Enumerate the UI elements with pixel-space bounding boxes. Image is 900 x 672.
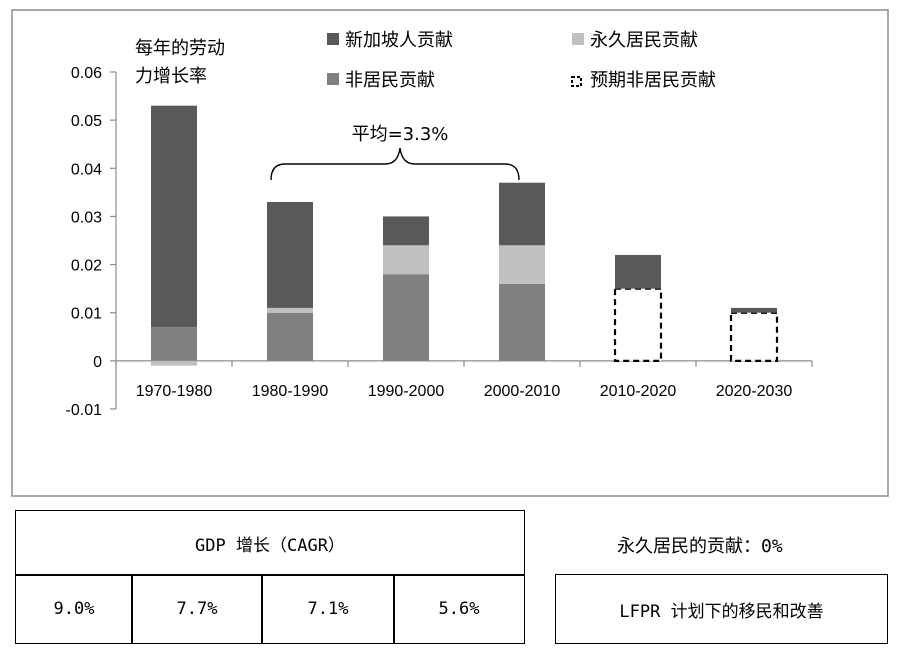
y-tick-label: 0.05 (71, 113, 102, 130)
x-axis: 1970-1980 1980-1990 1990-2000 2000-2010 2010… (115, 360, 813, 400)
x-tick-label: 1980-1990 (252, 383, 329, 400)
bar-singaporean (383, 216, 429, 246)
legend: 新加坡人贡献 永久居民贡献 非居民贡献 预期非居民贡献 (327, 30, 716, 91)
legend-label-non-resident: 非居民贡献 (345, 70, 435, 91)
legend-swatch-permanent-resident (572, 33, 584, 45)
y-axis-title-line-1: 每年的劳动 (135, 38, 225, 59)
gdp-growth-header-text: GDP 增长（CAGR） (195, 535, 345, 556)
pr-contribution-text: 永久居民的贡献：0% (617, 536, 783, 557)
chart: -0.01 0 0.01 0.02 0.03 0.04 0.05 0.06 1970-1980… (11, 9, 889, 497)
average-brace (270, 147, 520, 181)
y-tick-label: 0.02 (71, 258, 102, 275)
bar-singaporean (151, 105, 197, 328)
bar-non-resident (383, 274, 429, 361)
lfpr-box: LFPR 计划下的移民和改善 (555, 574, 888, 644)
x-tick-label: 1990-2000 (368, 383, 445, 400)
gdp-growth-cell: 7.7% (131, 574, 263, 644)
lfpr-box-text: LFPR 计划下的移民和改善 (619, 601, 824, 622)
legend-label-expected-non-resident: 预期非居民贡献 (590, 70, 716, 91)
legend-label-singaporean: 新加坡人贡献 (345, 30, 453, 51)
y-tick-label: 0.01 (71, 306, 102, 323)
bar-permanent-resident (267, 307, 313, 313)
x-tick-label: 1970-1980 (136, 383, 213, 400)
bar-singaporean (731, 307, 777, 313)
x-tick-label: 2010-2020 (600, 383, 677, 400)
y-tick-label: 0.06 (71, 65, 102, 82)
bar-expected-non-resident (729, 311, 779, 362)
bars (151, 105, 779, 366)
bar-singaporean (615, 254, 661, 289)
bar-singaporean (499, 182, 545, 246)
gdp-growth-header: GDP 增长（CAGR） (15, 510, 525, 576)
x-tick-label: 2000-2010 (484, 383, 561, 400)
y-axis-title-line-2: 力增长率 (135, 66, 207, 87)
bar-permanent-resident (383, 245, 429, 275)
gdp-growth-value: 5.6% (438, 599, 480, 619)
y-tick-label: -0.01 (66, 402, 103, 419)
bar-singaporean (267, 201, 313, 308)
bar-non-resident (499, 283, 545, 361)
legend-swatch-singaporean (327, 33, 339, 45)
gdp-growth-cell: 9.0% (15, 574, 133, 644)
gdp-growth-cell: 7.1% (261, 574, 395, 644)
pr-contribution-note: 永久居民的贡献：0% (617, 532, 783, 558)
bar-expected-non-resident (613, 287, 663, 362)
y-axis: -0.01 0 0.01 0.02 0.03 0.04 0.05 0.06 (66, 65, 117, 419)
bar-non-resident (151, 327, 197, 361)
x-tick-label: 2020-2030 (716, 383, 793, 400)
gdp-growth-value: 9.0% (53, 599, 95, 619)
average-label: 平均=3.3% (352, 124, 449, 145)
bar-permanent-resident (151, 360, 197, 366)
average-annotation: 平均=3.3% (270, 124, 520, 181)
legend-swatch-non-resident (327, 73, 339, 85)
y-tick-label: 0.04 (71, 161, 102, 178)
bar-non-resident (267, 312, 313, 361)
gdp-growth-cell: 5.6% (393, 574, 525, 644)
legend-swatch-expected-non-resident (571, 76, 582, 87)
gdp-growth-value: 7.7% (176, 599, 218, 619)
y-tick-label: 0.03 (71, 209, 102, 226)
gdp-growth-value: 7.1% (307, 599, 349, 619)
y-tick-label: 0 (93, 354, 102, 371)
y-axis-title: 每年的劳动 力增长率 (135, 38, 225, 87)
bar-permanent-resident (499, 245, 545, 284)
legend-label-permanent-resident: 永久居民贡献 (590, 30, 698, 51)
